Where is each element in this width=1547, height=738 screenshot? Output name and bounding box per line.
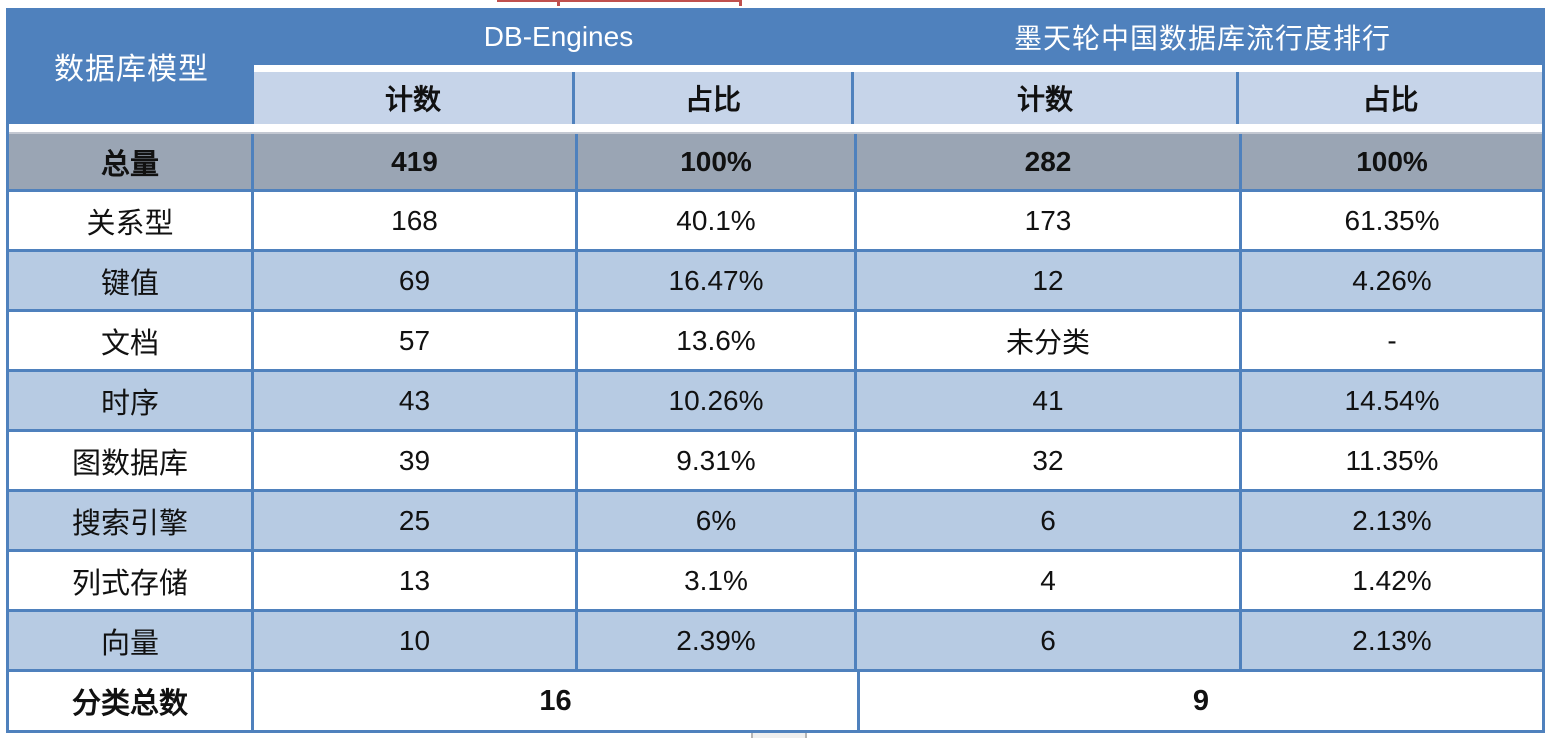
row-value: 6% — [578, 492, 857, 549]
row-value: 9.31% — [578, 432, 857, 489]
subheader-count-db: 计数 — [254, 72, 575, 124]
table-row: 图数据库 39 9.31% 32 11.35% — [9, 432, 1542, 492]
table-row: 文档 57 13.6% 未分类 - — [9, 312, 1542, 372]
table-footer-row: 分类总数 16 9 — [9, 672, 1542, 733]
database-comparison-table: 数据库模型 DB-Engines 墨天轮中国数据库流行度排行 计数 占比 计数 … — [6, 8, 1545, 733]
row-value: 100% — [578, 134, 857, 189]
row-value: 43 — [254, 372, 578, 429]
row-label: 键值 — [9, 252, 254, 309]
row-label: 图数据库 — [9, 432, 254, 489]
cropped-cell-artifact — [751, 733, 807, 738]
table-row: 键值 69 16.47% 12 4.26% — [9, 252, 1542, 312]
subheader-share-db: 占比 — [575, 72, 854, 124]
table-row: 总量 419 100% 282 100% — [9, 132, 1542, 192]
cropped-red-text-artifact — [557, 0, 560, 6]
row-value: 57 — [254, 312, 578, 369]
table-row: 搜索引擎 25 6% 6 2.13% — [9, 492, 1542, 552]
row-value: 2.13% — [1352, 624, 1432, 656]
row-label: 关系型 — [9, 192, 254, 249]
row-value: 61.35% — [1344, 204, 1440, 236]
row-value: 13 — [254, 552, 578, 609]
row-value: 未分类 — [857, 312, 1242, 369]
header-right-block: DB-Engines 墨天轮中国数据库流行度排行 计数 占比 计数 占比 — [254, 8, 1542, 124]
row-value: 12 — [857, 252, 1242, 309]
subheader-count-modb: 计数 — [854, 72, 1239, 124]
table-header: 数据库模型 DB-Engines 墨天轮中国数据库流行度排行 计数 占比 计数 … — [9, 8, 1542, 124]
footer-total-modb: 9 — [1192, 684, 1210, 717]
header-subrow: 计数 占比 计数 占比 — [254, 72, 1542, 124]
row-value: 41 — [857, 372, 1242, 429]
row-value: 32 — [857, 432, 1242, 489]
row-value: 282 — [857, 134, 1242, 189]
row-label: 搜索引擎 — [9, 492, 254, 549]
column-group-db-engines: DB-Engines — [483, 20, 634, 52]
row-value: 4 — [857, 552, 1242, 609]
row-value: 40.1% — [578, 192, 857, 249]
row-value: 173 — [857, 192, 1242, 249]
row-label: 时序 — [9, 372, 254, 429]
row-value: 10 — [254, 612, 578, 669]
cropped-red-text-artifact — [497, 0, 742, 2]
row-label: 向量 — [9, 612, 254, 669]
row-value: 2.13% — [1352, 504, 1432, 536]
row-value: 4.26% — [1352, 264, 1432, 296]
row-label: 总量 — [9, 134, 254, 189]
row-value: 14.54% — [1344, 384, 1440, 416]
row-value: 11.35% — [1345, 444, 1439, 476]
row-value: 419 — [254, 134, 578, 189]
table-body: 总量 419 100% 282 100% 关系型 168 40.1% 173 61.35% 键值 69… — [9, 132, 1542, 672]
cropped-red-text-artifact — [739, 0, 742, 6]
row-value: - — [1387, 324, 1397, 356]
subheader-share-modb: 占比 — [1362, 84, 1419, 115]
row-value: 1.42% — [1352, 564, 1432, 596]
row-value: 10.26% — [578, 372, 857, 429]
row-value: 3.1% — [578, 552, 857, 609]
row-value: 168 — [254, 192, 578, 249]
table-row: 时序 43 10.26% 41 14.54% — [9, 372, 1542, 432]
footer-total-db-engines: 16 — [254, 672, 860, 730]
row-label: 文档 — [9, 312, 254, 369]
header-separator — [254, 65, 1542, 72]
header-body-gap — [9, 124, 1542, 132]
row-value: 100% — [1356, 145, 1428, 177]
row-value: 6 — [857, 612, 1242, 669]
row-value: 6 — [857, 492, 1242, 549]
row-value: 25 — [254, 492, 578, 549]
table-row: 列式存储 13 3.1% 4 1.42% — [9, 552, 1542, 612]
footer-label: 分类总数 — [9, 672, 254, 730]
column-header-model: 数据库模型 — [9, 8, 254, 124]
header-group-row: DB-Engines 墨天轮中国数据库流行度排行 — [254, 8, 1542, 65]
row-value: 13.6% — [578, 312, 857, 369]
row-value: 39 — [254, 432, 578, 489]
row-value: 16.47% — [578, 252, 857, 309]
table-row: 关系型 168 40.1% 173 61.35% — [9, 192, 1542, 252]
row-label: 列式存储 — [9, 552, 254, 609]
table-row: 向量 10 2.39% 6 2.13% — [9, 612, 1542, 672]
row-value: 2.39% — [578, 612, 857, 669]
row-value: 69 — [254, 252, 578, 309]
column-group-modb: 墨天轮中国数据库流行度排行 — [1013, 22, 1391, 54]
